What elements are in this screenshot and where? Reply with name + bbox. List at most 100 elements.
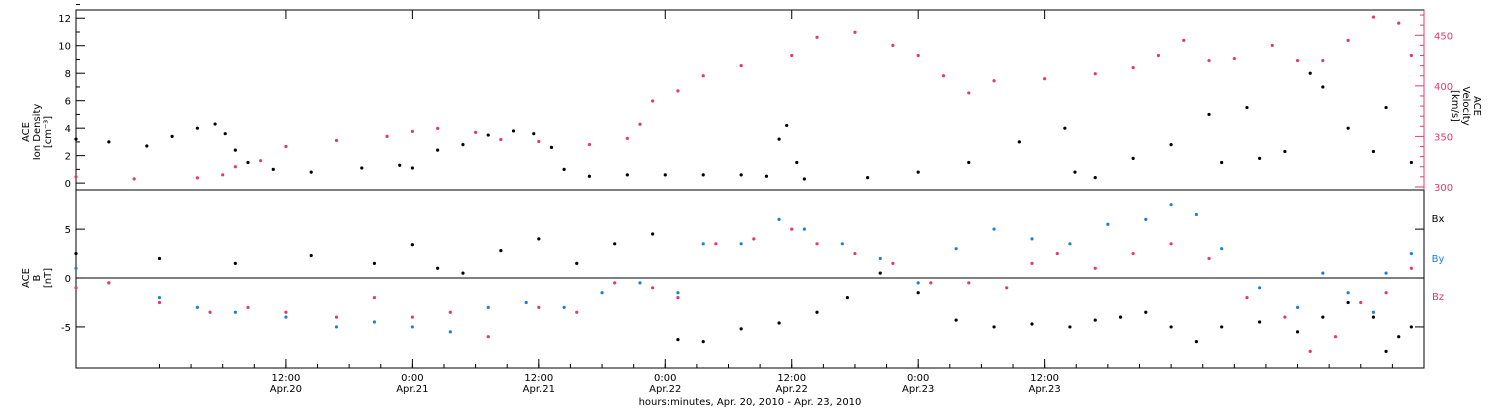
bfield-point-bx (233, 261, 237, 265)
density-point (795, 160, 799, 165)
density-point (549, 145, 554, 150)
velocity-point (651, 99, 655, 103)
bfield-tick-label: 5 (65, 225, 71, 236)
bfield-point-by (992, 227, 996, 231)
x-tick-time: 12:00 (524, 373, 553, 384)
bfield-point-bz (208, 310, 212, 314)
bfield-point-bx (613, 242, 617, 246)
velocity-point (853, 30, 857, 34)
bfield-point-bz (1005, 286, 1009, 290)
velocity-series (74, 15, 1413, 181)
velocity-label-line-2: Velocity (1460, 86, 1471, 125)
bfield-point-bx (651, 232, 655, 236)
density-point (1346, 126, 1350, 130)
density-point (398, 163, 402, 167)
density-point (1063, 126, 1067, 130)
velocity-point (334, 138, 339, 143)
bfield-point-bz (410, 315, 414, 319)
density-tick-label: 2 (65, 152, 71, 163)
bfield-point-bz (1169, 242, 1173, 246)
density-point (1093, 176, 1097, 180)
density-point (802, 177, 806, 181)
density-point (1073, 170, 1077, 174)
bfield-point-bx (436, 266, 440, 270)
bfield-point-bz (613, 281, 617, 285)
bfield-point-by (701, 242, 705, 246)
bfield-point-by (334, 325, 339, 329)
bfield-point-bx (878, 271, 882, 275)
velocity-point (537, 139, 541, 144)
density-point (663, 173, 667, 177)
bfield-point-by (233, 310, 237, 314)
bfield-point-bz (1283, 315, 1287, 319)
density-point (195, 126, 199, 130)
velocity-tick-label: 300 (1434, 183, 1453, 194)
density-label-line-2: Ion Density (32, 104, 43, 161)
density-point (360, 166, 364, 170)
bfield-label-line-1: ACE (21, 268, 32, 288)
bfield-point-bz (74, 286, 78, 290)
bfield-point-bx (157, 256, 162, 261)
density-point (436, 148, 440, 152)
velocity-point (1397, 21, 1401, 25)
x-tick-time: 12:00 (1030, 373, 1059, 384)
density-point (246, 160, 250, 165)
density-point (785, 123, 789, 128)
bfield-point-bx (1030, 322, 1034, 326)
bfield-point-by (1346, 291, 1350, 295)
bfield-point-bz (967, 281, 971, 285)
bfield-point-by (1258, 286, 1262, 290)
velocity-point (701, 74, 705, 78)
velocity-point (790, 53, 794, 58)
bfield-point-by (74, 266, 78, 270)
bfield-point-bx (916, 291, 920, 295)
velocity-point (941, 74, 946, 78)
density-point (233, 148, 237, 152)
bfield-point-bx (1118, 315, 1123, 319)
density-label-line-3: [cm⁻³] (43, 116, 54, 148)
velocity-point (1156, 53, 1161, 58)
bfield-point-by (562, 305, 566, 309)
velocity-point (638, 122, 642, 126)
x-tick-time: 0:00 (654, 373, 676, 384)
bfield-point-bz (1333, 335, 1338, 339)
bfield-point-bx (777, 321, 781, 325)
bfield-point-by (600, 291, 604, 295)
density-point (170, 134, 174, 139)
velocity-point (436, 126, 440, 130)
bfield-point-bx (815, 310, 819, 314)
bfield-point-bx (1258, 320, 1262, 324)
bfield-point-bz (790, 227, 794, 231)
bfield-point-bz (1308, 349, 1312, 353)
bfield-point-bz (157, 300, 162, 305)
x-tick-date: Apr.22 (776, 384, 808, 395)
velocity-point (410, 129, 414, 133)
density-point (1371, 149, 1376, 154)
velocity-point (992, 79, 996, 83)
density-point (1207, 112, 1211, 117)
bfield-point-by (410, 325, 414, 329)
velocity-point (233, 165, 237, 169)
bfield-point-bx (676, 338, 680, 342)
density-point (145, 144, 149, 148)
density-point (1409, 160, 1413, 165)
density-tick-label: 8 (65, 69, 71, 80)
bfield-point-by (1321, 271, 1325, 275)
velocity-point (739, 64, 743, 68)
bfield-point-bx (1068, 325, 1072, 329)
density-point (309, 170, 313, 174)
density-point (777, 137, 781, 141)
bfield-point-bx (499, 249, 503, 253)
x-axis-title: hours:minutes, Apr. 20, 2010 - Apr. 23, … (639, 397, 862, 408)
bfield-point-bx (1093, 318, 1097, 322)
bfield-point-bz (334, 315, 339, 319)
density-point (1308, 71, 1312, 75)
bfield-point-bx (372, 261, 377, 265)
bfield-point-by (1194, 212, 1198, 217)
velocity-point (1371, 15, 1376, 19)
density-axis-label: ACE Ion Density [cm⁻³] (21, 104, 54, 161)
density-point (1283, 149, 1287, 154)
velocity-point (1043, 77, 1047, 81)
bfield-point-bx (701, 339, 705, 344)
